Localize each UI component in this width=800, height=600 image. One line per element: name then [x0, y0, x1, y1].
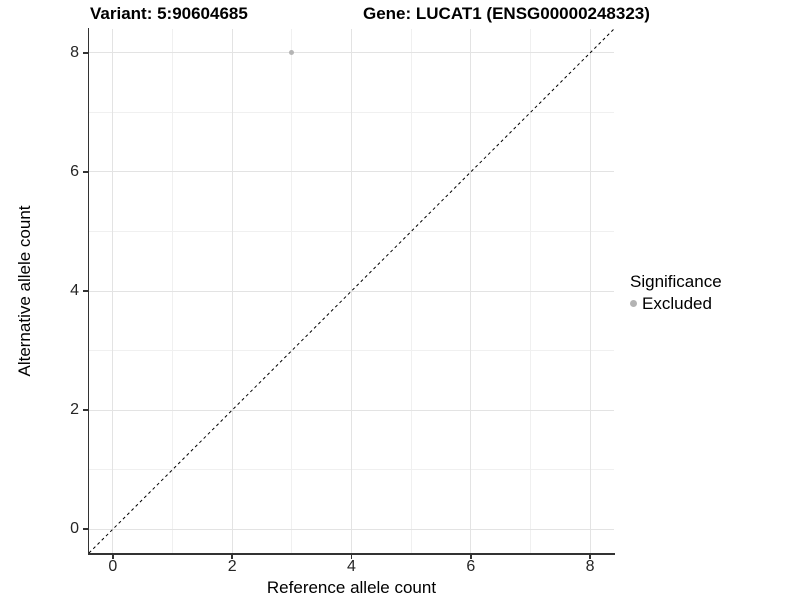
- legend: Significance Excluded: [630, 271, 722, 314]
- gridline-horizontal-major: [89, 171, 614, 173]
- plot-title-gene: Gene: LUCAT1 (ENSG00000248323): [363, 4, 650, 23]
- identity-line: [89, 29, 614, 553]
- legend-title: Significance: [630, 272, 722, 291]
- x-tick-mark: [470, 554, 472, 559]
- y-tick-label: 0: [70, 520, 79, 538]
- y-tick-mark: [83, 528, 88, 530]
- plot-panel: [89, 29, 614, 553]
- y-tick-label: 4: [70, 282, 79, 299]
- y-tick-label: 8: [70, 43, 79, 61]
- x-axis-line: [87, 553, 615, 555]
- y-tick-mark: [83, 409, 88, 411]
- y-tick-mark: [83, 52, 88, 54]
- data-point: [289, 50, 295, 56]
- x-tick-mark: [112, 554, 114, 559]
- gridline-horizontal-major: [89, 290, 614, 292]
- x-tick-label: 0: [108, 558, 118, 575]
- y-axis-title: Alternative allele count: [15, 205, 34, 377]
- plot-title-variant: Variant: 5:90604685: [90, 4, 248, 23]
- x-tick-mark: [589, 554, 591, 559]
- x-tick-mark: [350, 554, 353, 559]
- y-tick-mark: [83, 290, 88, 292]
- y-axis-line: [87, 28, 89, 555]
- x-axis-title: Reference allele count: [266, 578, 437, 597]
- gridline-horizontal-major: [89, 409, 614, 411]
- identity-line-path: [89, 29, 614, 553]
- x-tick-label: 2: [227, 558, 237, 575]
- legend-marker-dot: [630, 300, 637, 307]
- legend-item-label: Excluded: [642, 294, 712, 313]
- x-tick-label: 6: [466, 558, 476, 575]
- x-tick-label: 4: [347, 558, 356, 575]
- gridline-horizontal-major: [89, 52, 614, 54]
- gridline-horizontal-major: [89, 528, 614, 530]
- x-tick-label: 8: [585, 558, 595, 575]
- x-tick-mark: [231, 554, 233, 559]
- y-tick-label: 2: [70, 401, 79, 419]
- y-tick-label: 6: [70, 162, 79, 180]
- y-tick-mark: [83, 171, 88, 173]
- legend-item-excluded: Excluded: [630, 293, 722, 314]
